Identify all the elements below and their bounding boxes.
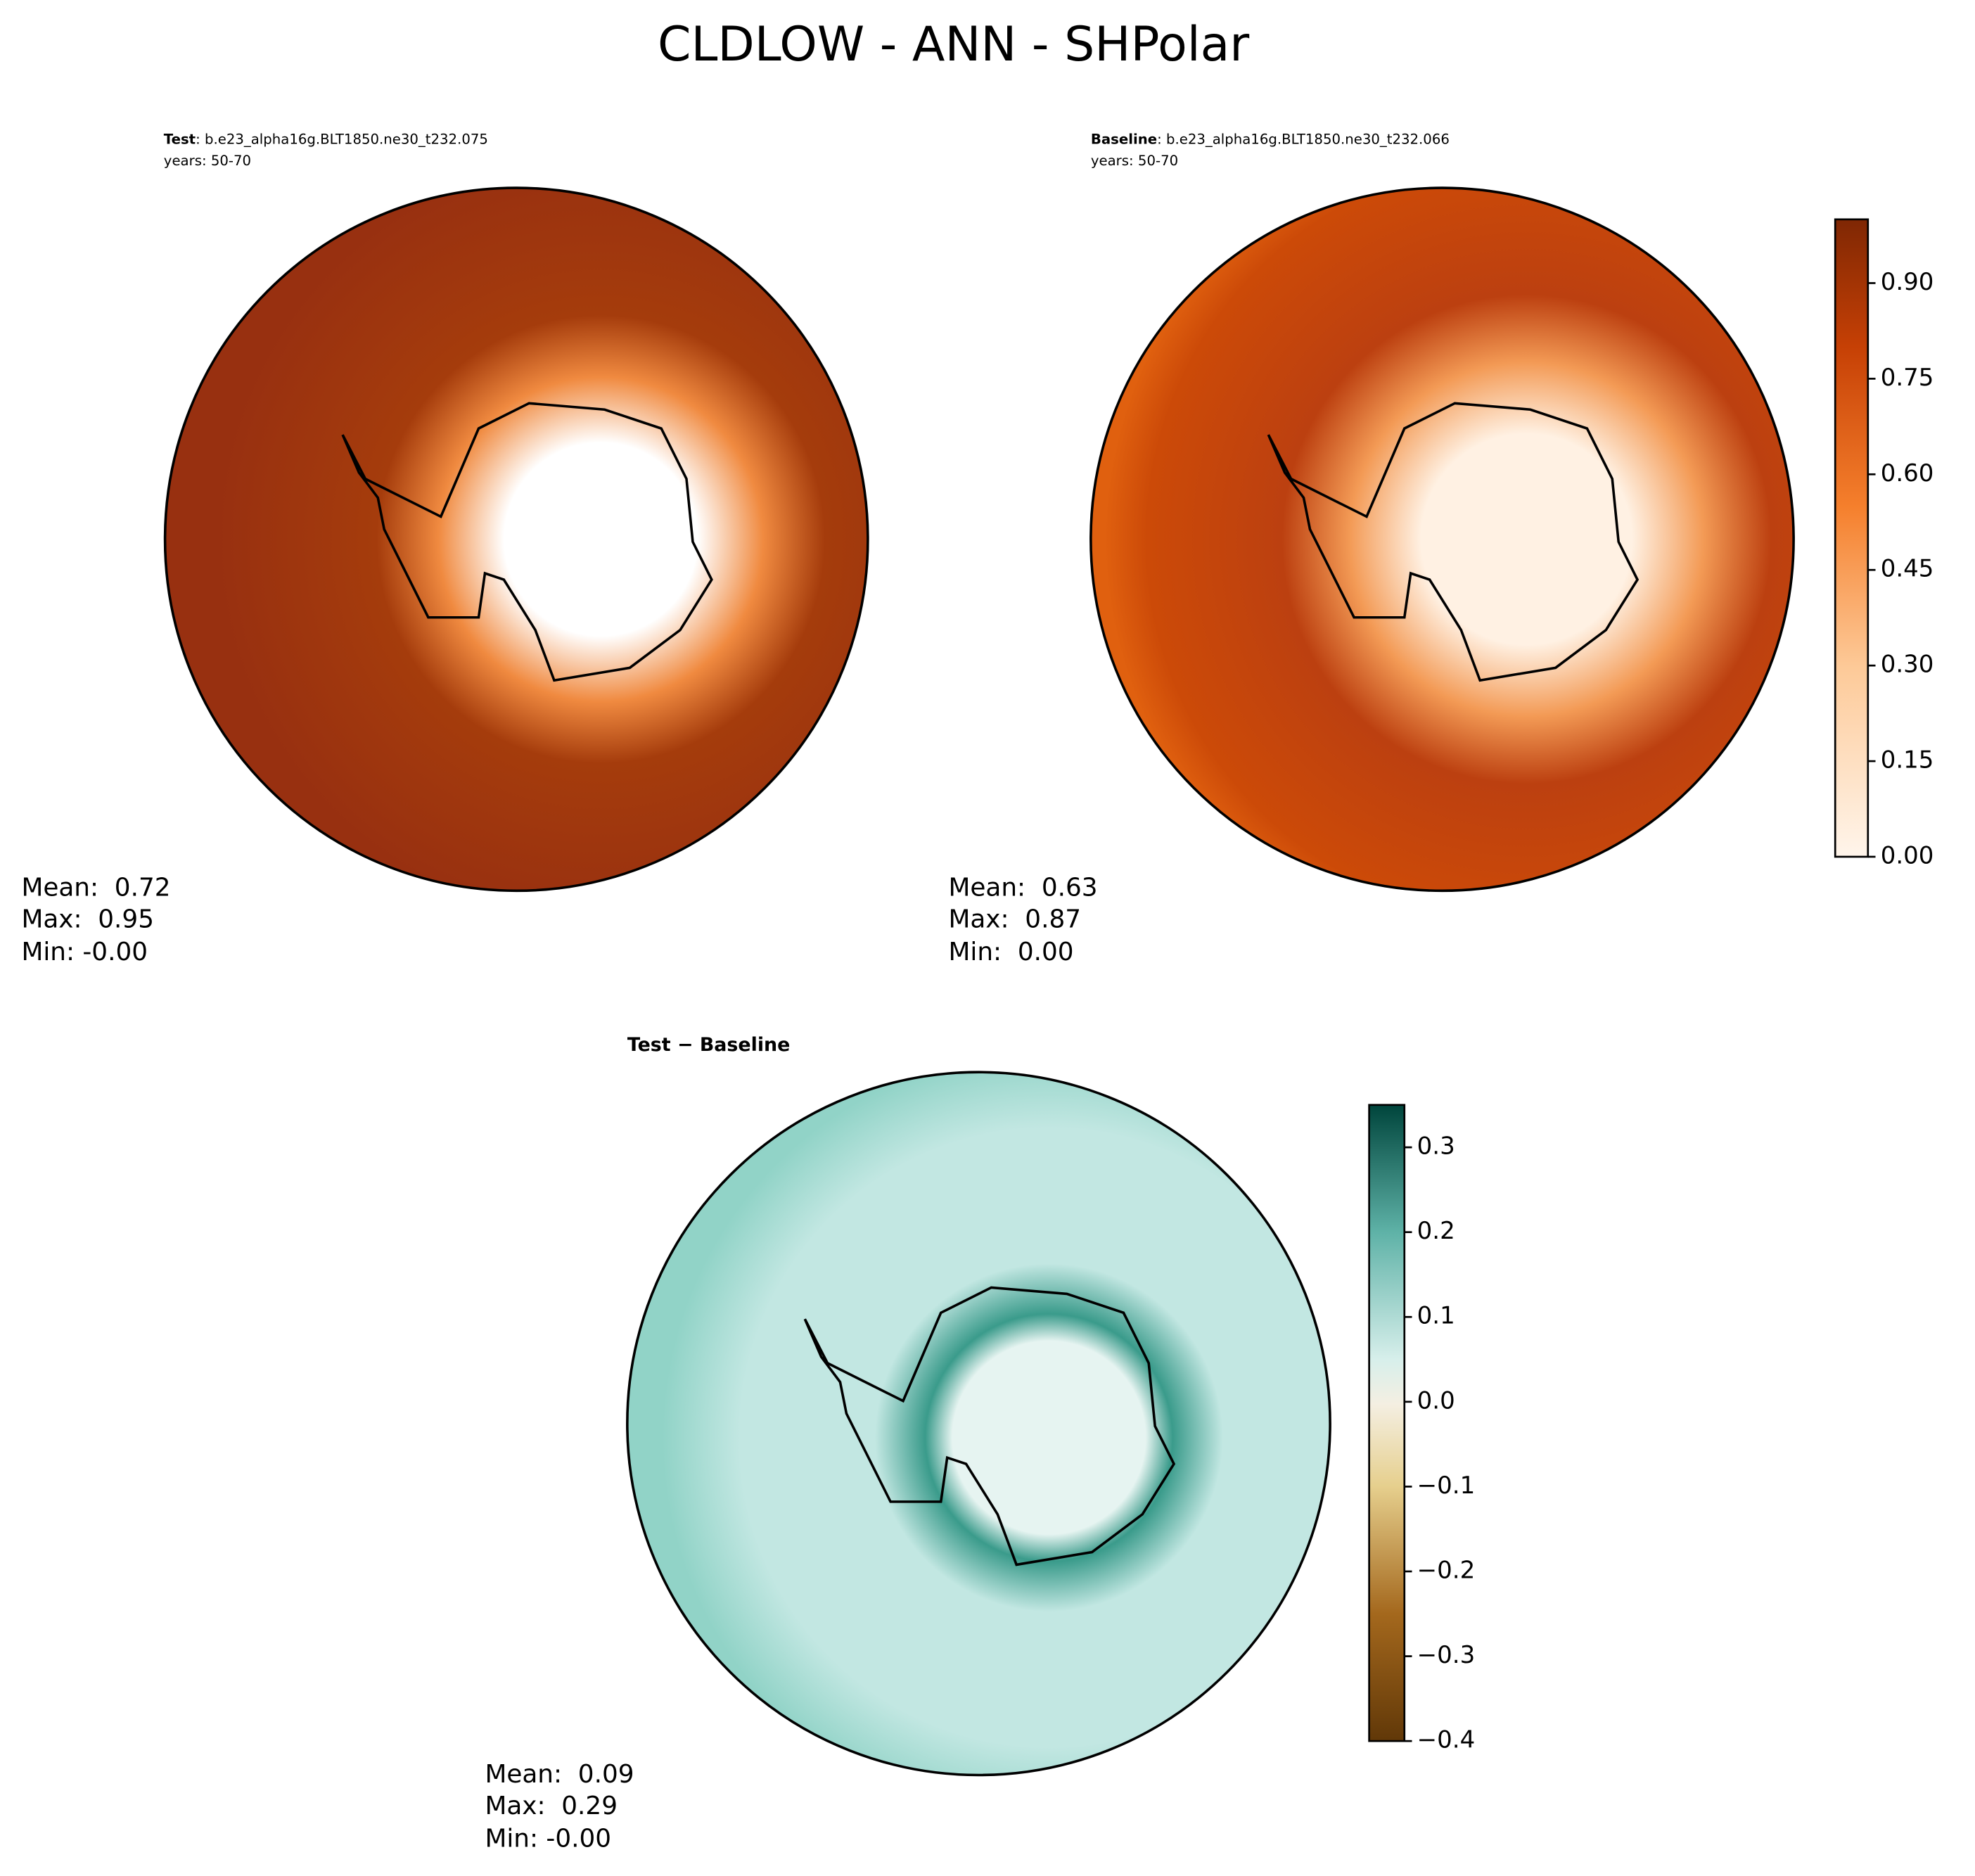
panel-label: Test: b.e23_alpha16g.BLT1850.ne30_t232.0… — [164, 131, 488, 147]
colorbar-tick-label: −0.1 — [1417, 1472, 1476, 1500]
label-rest: : b.e23_alpha16g.BLT1850.ne30_t232.075 — [196, 131, 488, 147]
label-bold: Test — [164, 131, 196, 147]
label-rest: : b.e23_alpha16g.BLT1850.ne30_t232.066 — [1157, 131, 1450, 147]
stat: Min: 0.00 — [948, 938, 1073, 966]
map-baseline — [1089, 186, 1795, 893]
colorbar-tick-label: 0.90 — [1881, 268, 1934, 296]
colorbar-tick-label: −0.4 — [1417, 1726, 1476, 1754]
panel-label: Baseline: b.e23_alpha16g.BLT1850.ne30_t2… — [1091, 131, 1450, 147]
colorbar-tick-label: 0.00 — [1881, 841, 1934, 869]
colorbar-tick-label: 0.0 — [1417, 1386, 1455, 1415]
colorbar-tick-label: 0.75 — [1881, 364, 1934, 392]
map-diff — [626, 1071, 1331, 1777]
stat: Mean: 0.72 — [21, 874, 170, 902]
panel-label: Test − Baseline — [627, 1034, 791, 1056]
stat: Mean: 0.63 — [948, 874, 1097, 902]
colorbar-tick-label: −0.2 — [1417, 1556, 1476, 1584]
colorbar-tick-label: 0.30 — [1881, 651, 1934, 679]
colorbar-tick-label: 0.1 — [1417, 1302, 1455, 1330]
label-bold: Baseline — [1091, 131, 1157, 147]
stat: Max: 0.87 — [948, 905, 1081, 933]
colorbar-tick-label: 0.15 — [1881, 746, 1934, 774]
figure-title: CLDLOW - ANN - SHPolar — [658, 17, 1249, 72]
colorbar-tick-label: −0.3 — [1417, 1641, 1476, 1669]
colorbar-tick-label: 0.45 — [1881, 555, 1934, 583]
colorbar — [1368, 1104, 1406, 1742]
map-test — [163, 186, 869, 893]
stat: Max: 0.95 — [21, 905, 154, 933]
colorbar-tick-label: 0.3 — [1417, 1132, 1455, 1161]
panel-years: years: 50-70 — [164, 153, 251, 169]
panel-years: years: 50-70 — [1091, 153, 1178, 169]
colorbars: 0.00 0.15 0.30 0.45 0.60 0.75 0.90 −0.4 −0.3 −0.2… — [1368, 218, 1934, 1754]
colorbar-tick-label: 0.2 — [1417, 1217, 1455, 1245]
stat: Min: -0.00 — [485, 1825, 611, 1853]
colorbar-tick-label: 0.60 — [1881, 459, 1934, 487]
stat: Max: 0.29 — [485, 1792, 618, 1820]
stat: Min: -0.00 — [21, 938, 148, 966]
stat: Mean: 0.09 — [485, 1760, 634, 1789]
colorbar — [1834, 218, 1869, 858]
